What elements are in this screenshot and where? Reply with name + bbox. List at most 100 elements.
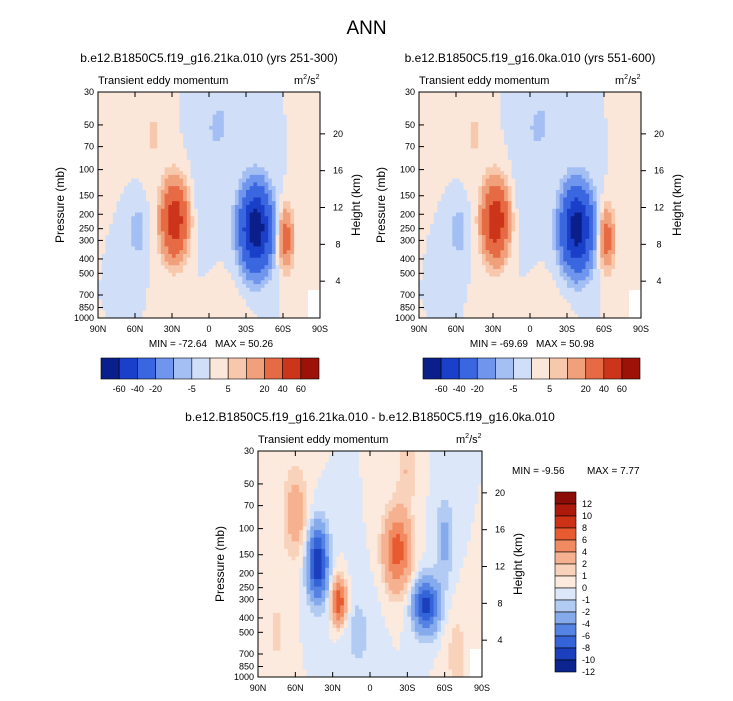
colorbar-swatch bbox=[554, 599, 577, 613]
colorbar-tick-label: -40 bbox=[453, 384, 466, 394]
colorbar-tick-label: 2 bbox=[582, 559, 587, 569]
colorbar-swatch bbox=[300, 357, 320, 380]
y-right-tick-label: 16 bbox=[333, 166, 343, 176]
units-sup2: 2 bbox=[316, 74, 320, 81]
colorbar-swatch bbox=[246, 357, 265, 380]
y-right-tick-label: 8 bbox=[656, 239, 661, 249]
colorbar-swatch bbox=[549, 357, 568, 380]
colorbar-swatch bbox=[554, 647, 577, 661]
y-right-tick-label: 20 bbox=[654, 129, 664, 139]
colorbar-tick-label: -20 bbox=[471, 384, 484, 394]
colorbar-tick-label: 4 bbox=[582, 547, 587, 557]
units-label: m2/s2 bbox=[615, 74, 641, 87]
y-axis-label: Pressure (mb) bbox=[213, 526, 227, 602]
y-tick-label: 30 bbox=[405, 87, 415, 97]
colorbar-tick-label: -5 bbox=[509, 384, 517, 394]
stat-max: MAX = 50.26 bbox=[215, 339, 274, 350]
colorbar-tick-label: -8 bbox=[582, 643, 590, 653]
units-mid: /s bbox=[469, 434, 478, 446]
colorbar-tick-label: -10 bbox=[582, 655, 595, 665]
y-tick-label: 850 bbox=[79, 303, 94, 313]
colorbar-swatch bbox=[513, 357, 532, 380]
y-right-tick-label: 4 bbox=[497, 635, 502, 645]
colorbar-swatch bbox=[554, 635, 577, 649]
colorbar-swatch bbox=[554, 575, 577, 589]
colorbar-tick-label: -2 bbox=[582, 607, 590, 617]
colorbar-swatch bbox=[118, 357, 138, 380]
x-tick-label: 90S bbox=[312, 324, 328, 334]
units-label: m2/s2 bbox=[294, 74, 320, 87]
colorbar-swatch bbox=[227, 357, 247, 380]
stat-max: MAX = 7.77 bbox=[587, 466, 640, 477]
colorbar-tick-label: 10 bbox=[582, 511, 592, 521]
y-tick-label: 200 bbox=[239, 568, 254, 578]
y-tick-label: 70 bbox=[405, 142, 415, 152]
colorbar-swatch bbox=[173, 357, 193, 380]
contour-field bbox=[258, 451, 482, 677]
y-tick-label: 1000 bbox=[395, 313, 415, 323]
y-tick-label: 700 bbox=[400, 290, 415, 300]
y-tick-label: 250 bbox=[79, 224, 94, 234]
y-tick-label: 400 bbox=[79, 254, 94, 264]
units-sup1: 2 bbox=[465, 433, 469, 440]
x-tick-label: 30N bbox=[485, 324, 502, 334]
y-tick-label: 100 bbox=[400, 165, 415, 175]
colorbar-swatch bbox=[458, 357, 478, 380]
colorbar-tick-label: -20 bbox=[149, 384, 162, 394]
y-right-tick-label: 4 bbox=[656, 276, 661, 286]
colorbar-2: -60 -40 -20 -5 5 20 40 60 bbox=[422, 357, 641, 394]
units-mid: /s bbox=[628, 75, 637, 87]
panel-subtitle: Transient eddy momentum bbox=[419, 75, 549, 87]
y-tick-label: 50 bbox=[84, 120, 94, 130]
x-tick-label: 90N bbox=[411, 324, 428, 334]
x-tick-label: 0 bbox=[527, 324, 532, 334]
x-tick-label: 60S bbox=[275, 324, 291, 334]
colorbar-tick-label: 20 bbox=[581, 384, 591, 394]
y-tick-label: 300 bbox=[400, 235, 415, 245]
panel-title: b.e12.B1850C5.f19_g16.0ka.010 (yrs 551-6… bbox=[405, 51, 656, 65]
y-tick-label: 300 bbox=[239, 594, 254, 604]
colorbar-swatch bbox=[603, 357, 623, 380]
y-tick-label: 250 bbox=[239, 583, 254, 593]
contour-field bbox=[98, 92, 320, 318]
colorbar-swatch bbox=[209, 357, 229, 380]
page-title: ANN bbox=[346, 18, 387, 39]
y-tick-label: 50 bbox=[244, 479, 254, 489]
y-tick-label: 500 bbox=[400, 268, 415, 278]
units-label: m2/s2 bbox=[456, 433, 482, 446]
colorbar-swatch bbox=[554, 563, 577, 577]
units-sup1: 2 bbox=[624, 74, 628, 81]
colorbar-swatch bbox=[554, 623, 577, 637]
colorbar-tick-label: -4 bbox=[582, 619, 590, 629]
colorbar-swatch bbox=[621, 357, 641, 380]
colorbar-tick-label: 40 bbox=[599, 384, 609, 394]
y-right-tick-label: 12 bbox=[495, 562, 505, 572]
colorbar-swatch bbox=[554, 611, 577, 625]
panel-1: 90N 60N 30N 0 30S 60S 90S 30 50 70 100 150 200 250300… bbox=[53, 51, 363, 334]
x-tick-label: 30S bbox=[238, 324, 254, 334]
y-tick-label: 200 bbox=[79, 209, 94, 219]
colorbar-swatch bbox=[282, 357, 302, 380]
x-tick-label: 30N bbox=[324, 683, 341, 693]
panel-subtitle: Transient eddy momentum bbox=[98, 75, 228, 87]
x-tick-label: 90S bbox=[474, 683, 490, 693]
colorbar-tick-label: -6 bbox=[582, 631, 590, 641]
y-tick-label: 1000 bbox=[234, 672, 254, 682]
y-right-tick-label: 8 bbox=[497, 598, 502, 608]
colorbar-tick-label: -12 bbox=[582, 667, 595, 677]
y-right-tick-label: 8 bbox=[335, 239, 340, 249]
y-tick-label: 70 bbox=[244, 501, 254, 511]
x-tick-label: 60N bbox=[127, 324, 144, 334]
y-tick-label: 250 bbox=[400, 224, 415, 234]
colorbar-tick-label: 60 bbox=[617, 384, 627, 394]
panel-2: 90N 60N 30N 0 30S 60S 90S 30 50 70 100 150 200 250300… bbox=[374, 51, 684, 334]
x-tick-label: 0 bbox=[206, 324, 211, 334]
y-tick-label: 30 bbox=[84, 87, 94, 97]
colorbar-swatch bbox=[554, 515, 577, 529]
colorbar-swatch bbox=[567, 357, 587, 380]
units-base: m bbox=[294, 75, 303, 87]
colorbar-swatch bbox=[476, 357, 496, 380]
colorbar-tick-label: 1 bbox=[582, 571, 587, 581]
y-tick-label: 100 bbox=[79, 165, 94, 175]
